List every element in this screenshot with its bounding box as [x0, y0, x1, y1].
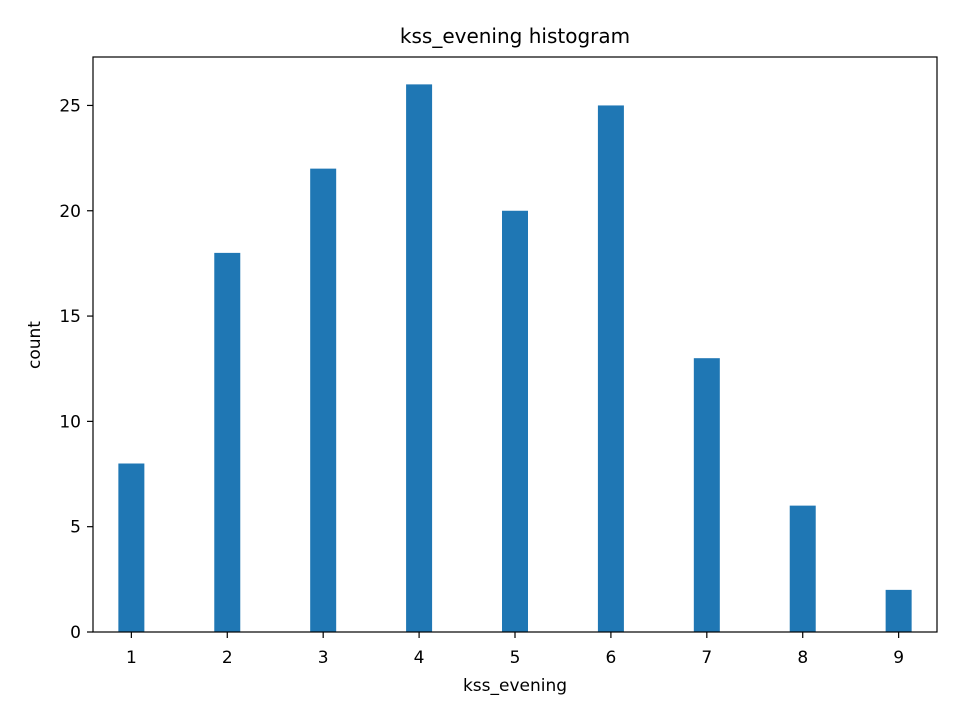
y-tick-label: 5	[70, 518, 81, 538]
x-axis: 1 2 3 4 5 6 7 8 9	[126, 632, 904, 668]
histogram-bar-8	[789, 505, 816, 632]
x-tick-label: 7	[701, 648, 712, 668]
x-tick-label: 9	[893, 648, 904, 668]
histogram-bar-7	[693, 358, 720, 632]
x-tick-label: 5	[510, 648, 521, 668]
histogram-bar-2	[214, 252, 241, 632]
x-tick-label: 1	[126, 648, 137, 668]
x-tick-label: 2	[222, 648, 233, 668]
y-tick-label: 15	[59, 307, 81, 327]
x-tick-label: 4	[414, 648, 425, 668]
chart-title: kss_evening histogram	[400, 24, 630, 48]
y-tick-label: 0	[70, 623, 81, 643]
histogram-bar-5	[502, 210, 528, 632]
histogram-bar-1	[118, 463, 145, 632]
y-tick-label: 10	[59, 412, 81, 432]
y-tick-label: 20	[59, 202, 81, 222]
x-tick-label: 6	[605, 648, 616, 668]
histogram-bar-4	[406, 84, 433, 632]
y-tick-label: 25	[59, 96, 81, 116]
histogram-bar-9	[885, 589, 912, 632]
x-axis-label: kss_evening	[463, 676, 567, 696]
y-axis: 0 5 10 15 20 25	[59, 96, 93, 643]
x-tick-label: 3	[318, 648, 329, 668]
plot-area	[118, 84, 912, 632]
x-tick-label: 8	[797, 648, 808, 668]
histogram-bar-3	[310, 168, 337, 632]
y-axis-label: count	[25, 321, 45, 369]
histogram-bar-6	[597, 105, 624, 632]
